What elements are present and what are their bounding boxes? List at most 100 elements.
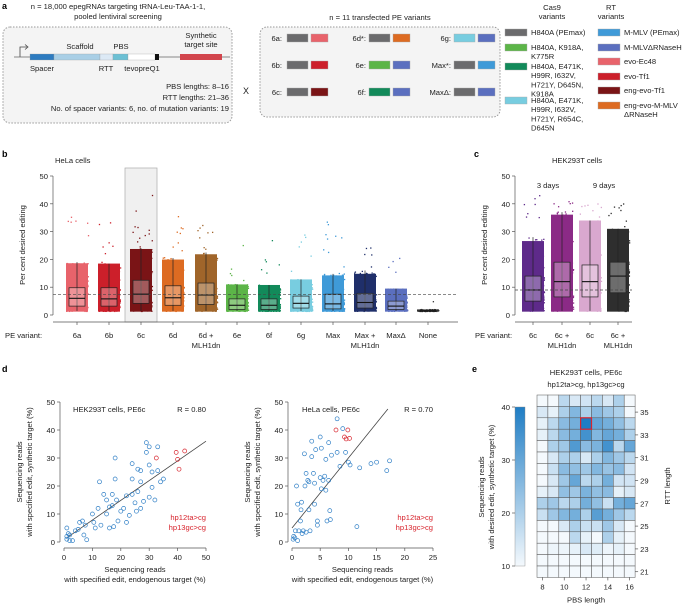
data-point xyxy=(572,306,575,308)
box xyxy=(553,261,571,298)
highlight-point xyxy=(182,448,188,454)
data-point xyxy=(399,257,401,260)
data-point xyxy=(124,493,129,499)
panel-label-e: e xyxy=(472,364,477,374)
data-point xyxy=(75,220,77,222)
heatmap-cell xyxy=(536,394,549,407)
data-point xyxy=(306,507,312,513)
data-point xyxy=(368,461,374,466)
y-axis-label: with specified edit, synthetic target (%… xyxy=(25,407,34,538)
heatmap-cell xyxy=(591,520,603,533)
x-tick-label: 6a xyxy=(73,331,82,340)
highlight-point xyxy=(153,455,159,461)
data-point xyxy=(65,531,71,536)
data-point xyxy=(597,203,599,205)
y-tick-label: 10 xyxy=(47,510,55,519)
data-point xyxy=(374,459,379,465)
x-axis-label: PE variant: xyxy=(5,331,42,340)
data-point xyxy=(146,444,152,450)
y-tick-label: 0 xyxy=(279,538,283,547)
data-point xyxy=(618,207,620,209)
heatmap-cell xyxy=(580,394,592,407)
x-tick-label: 6c + xyxy=(555,331,570,340)
x-tick-label: 10 xyxy=(344,553,352,562)
data-point xyxy=(126,513,132,518)
data-point xyxy=(323,457,329,462)
x-tick-label: 6c xyxy=(137,331,145,340)
data-point xyxy=(628,301,630,303)
x-tick-label: 6g xyxy=(297,331,305,340)
heatmap-cell xyxy=(569,474,581,487)
x-tick-label: 6c + xyxy=(611,331,626,340)
heatmap-cell xyxy=(569,508,581,521)
data-point xyxy=(177,242,179,244)
cas9-legend-label: H840A, K918A, xyxy=(531,43,583,52)
cas9-legend-label: K918A xyxy=(531,90,555,99)
data-point xyxy=(343,310,346,312)
data-point xyxy=(309,454,315,459)
data-point xyxy=(139,237,141,239)
scatter-title: HeLa cells, PE6c xyxy=(302,405,360,414)
category-6c: 6c xyxy=(522,195,546,340)
heatmap-cell xyxy=(547,565,560,578)
x-tick-label: 50 xyxy=(202,553,210,562)
data-point xyxy=(161,476,166,482)
data-point xyxy=(67,538,73,543)
heatmap-cell xyxy=(591,417,603,430)
data-point xyxy=(182,228,184,230)
chart-title: HEK293T cells xyxy=(552,156,602,165)
data-point xyxy=(177,216,180,218)
data-point xyxy=(365,272,368,275)
data-point xyxy=(279,303,282,306)
data-point xyxy=(312,501,317,507)
data-point xyxy=(406,297,408,299)
x-tick-label: 16 xyxy=(625,582,633,591)
y-tick-label: 20 xyxy=(40,255,48,264)
y-tick-label: 29 xyxy=(640,477,648,486)
data-point xyxy=(87,235,90,237)
data-point xyxy=(565,213,567,215)
data-point xyxy=(592,210,594,212)
x-tick-label: MLH1dn xyxy=(351,341,380,350)
heatmap-cell xyxy=(558,428,570,441)
data-point xyxy=(371,272,373,274)
rt-legend-label: M-MLVΔRNaseH xyxy=(624,43,682,52)
data-point xyxy=(392,260,394,263)
cas9-legend-label: H99R, I632V, xyxy=(531,105,576,114)
data-point xyxy=(334,450,340,455)
heatmap-cell xyxy=(558,406,570,419)
synthetic-target-segment xyxy=(180,54,222,60)
data-point xyxy=(525,216,528,218)
x-tick-label: 12 xyxy=(582,582,590,591)
pe-variant-label: 6f: xyxy=(358,88,366,97)
heatmap-cell xyxy=(580,474,592,487)
data-point xyxy=(303,529,309,535)
heatmap-cell xyxy=(536,565,549,578)
data-point xyxy=(600,254,602,256)
data-point xyxy=(299,531,305,536)
data-point xyxy=(230,268,233,270)
library-title-2: pooled lentiviral screening xyxy=(74,12,162,21)
heatmap-cell xyxy=(558,542,570,555)
heatmap-cell xyxy=(613,485,625,498)
data-point xyxy=(216,297,219,299)
heatmap-cell xyxy=(547,497,560,510)
data-point xyxy=(543,277,546,279)
data-point xyxy=(302,451,307,457)
heatmap-cell xyxy=(602,428,614,441)
data-point xyxy=(152,497,158,503)
data-point xyxy=(342,274,344,276)
heatmap-cell xyxy=(613,542,625,555)
rt-swatch xyxy=(310,33,329,43)
data-point xyxy=(628,299,630,301)
heatmap-cell xyxy=(536,428,549,441)
x-tick-label: 25 xyxy=(429,553,437,562)
rt-legend-item: eng-evo-M-MLVΔRNaseH xyxy=(597,101,679,119)
data-point xyxy=(170,257,172,260)
data-point xyxy=(114,497,119,503)
cas9-swatch xyxy=(368,87,391,97)
cas9-legend-label: K775R xyxy=(531,52,555,61)
highlight-point xyxy=(175,457,180,462)
heatmap-cell xyxy=(547,542,560,555)
